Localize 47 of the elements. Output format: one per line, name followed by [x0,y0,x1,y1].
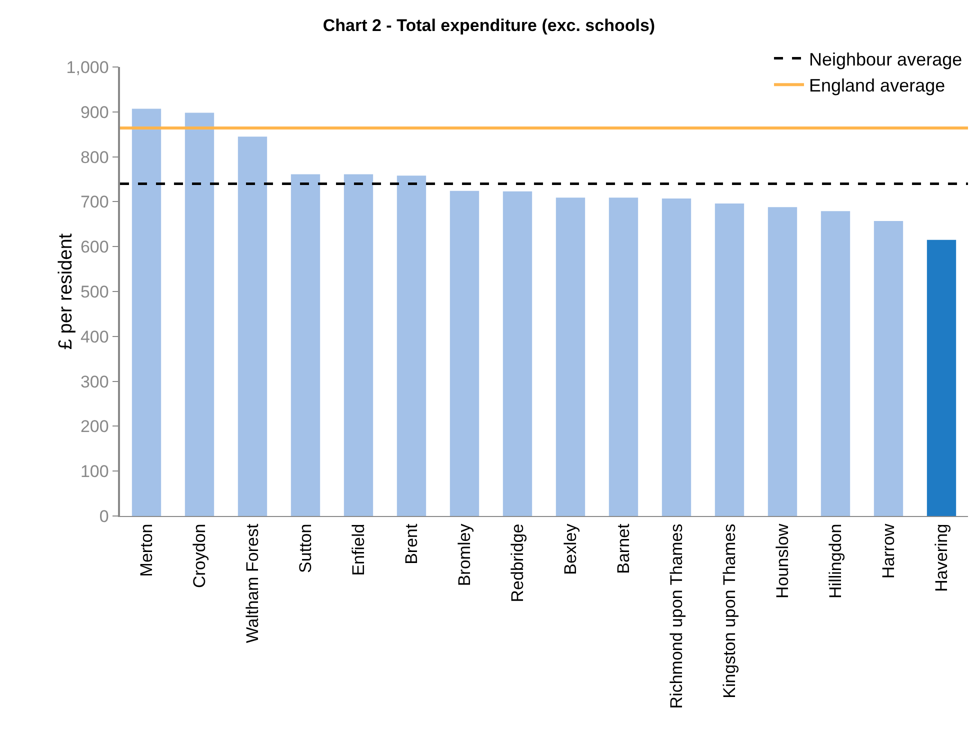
y-tick-label: 1,000 [66,58,109,77]
y-tick-label: 500 [80,282,109,302]
x-tick-label: Richmond upon Thames [667,524,686,709]
x-tick-label: Bexley [561,523,580,575]
y-tick-label: 0 [99,506,109,526]
y-tick-label: 300 [80,372,109,392]
x-tick-label: Sutton [296,524,316,573]
bar [874,221,904,516]
bar [396,176,426,516]
x-tick-label: Waltham Forest [243,524,262,644]
x-tick-label: Brent [402,524,422,564]
x-tick-label: Harrow [879,523,898,579]
bar [768,207,798,516]
y-tick-label: 100 [80,462,109,482]
bar [556,198,586,516]
y-axis-title: £ per resident [56,232,76,350]
y-tick-label: 900 [80,102,109,122]
x-tick-label: Croydon [190,524,210,588]
y-tick-label: 700 [80,192,109,212]
chart-title: Chart 2 - Total expenditure (exc. schools) [322,16,656,35]
y-tick-label: 800 [80,148,109,167]
y-tick-label: 600 [80,238,109,257]
x-tick-label: Enfield [349,524,368,576]
bar [344,174,374,516]
bar [714,204,744,516]
x-tick-label: Hounslow [773,523,792,598]
x-tick-label: Barnet [614,524,634,574]
bar [450,190,480,516]
legend-label: England average [809,76,946,96]
x-tick-label: Hillingdon [826,524,846,598]
bar [820,211,850,516]
legend-label: Neighbour average [809,49,962,70]
x-tick-label: Redbridge [508,524,528,602]
bar [502,191,532,516]
bar [662,198,692,516]
y-tick-label: 400 [80,327,109,346]
bar [290,174,320,516]
x-tick-label: Merton [137,524,156,577]
y-tick-label: 200 [80,417,109,436]
bar [238,136,268,516]
bar [184,112,214,516]
bar [132,108,162,516]
x-tick-label: Havering [932,524,952,592]
x-tick-label: Bromley [455,523,474,586]
x-tick-label: Kingston upon Thames [720,524,740,698]
bar [608,198,638,516]
bar [926,240,956,516]
